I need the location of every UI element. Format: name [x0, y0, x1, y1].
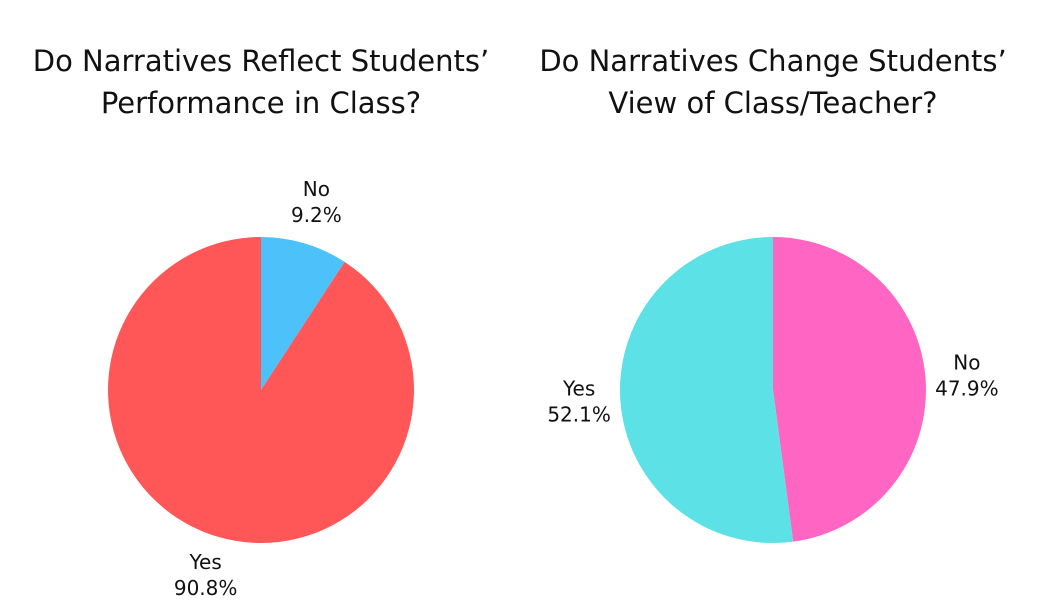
slice-value-label: 9.2%: [291, 203, 342, 227]
pie-slice: [773, 237, 926, 542]
chart-title: Do Narratives Reflect Students’ Performa…: [32, 44, 490, 120]
slice-category: No: [303, 177, 330, 201]
slice-category: Yes: [188, 550, 221, 574]
slice-category: No: [953, 351, 980, 375]
slice-value-label: 47.9%: [935, 377, 999, 401]
slice-value-label: 90.8%: [174, 576, 238, 600]
chart-title: Do Narratives Change Students’ View of C…: [539, 44, 1007, 120]
slice-category: Yes: [562, 376, 595, 400]
pie-slice: [107, 237, 414, 543]
slice-value-label: 52.1%: [547, 402, 611, 426]
pie-slice: [261, 237, 345, 390]
pie-slice: [619, 237, 794, 543]
